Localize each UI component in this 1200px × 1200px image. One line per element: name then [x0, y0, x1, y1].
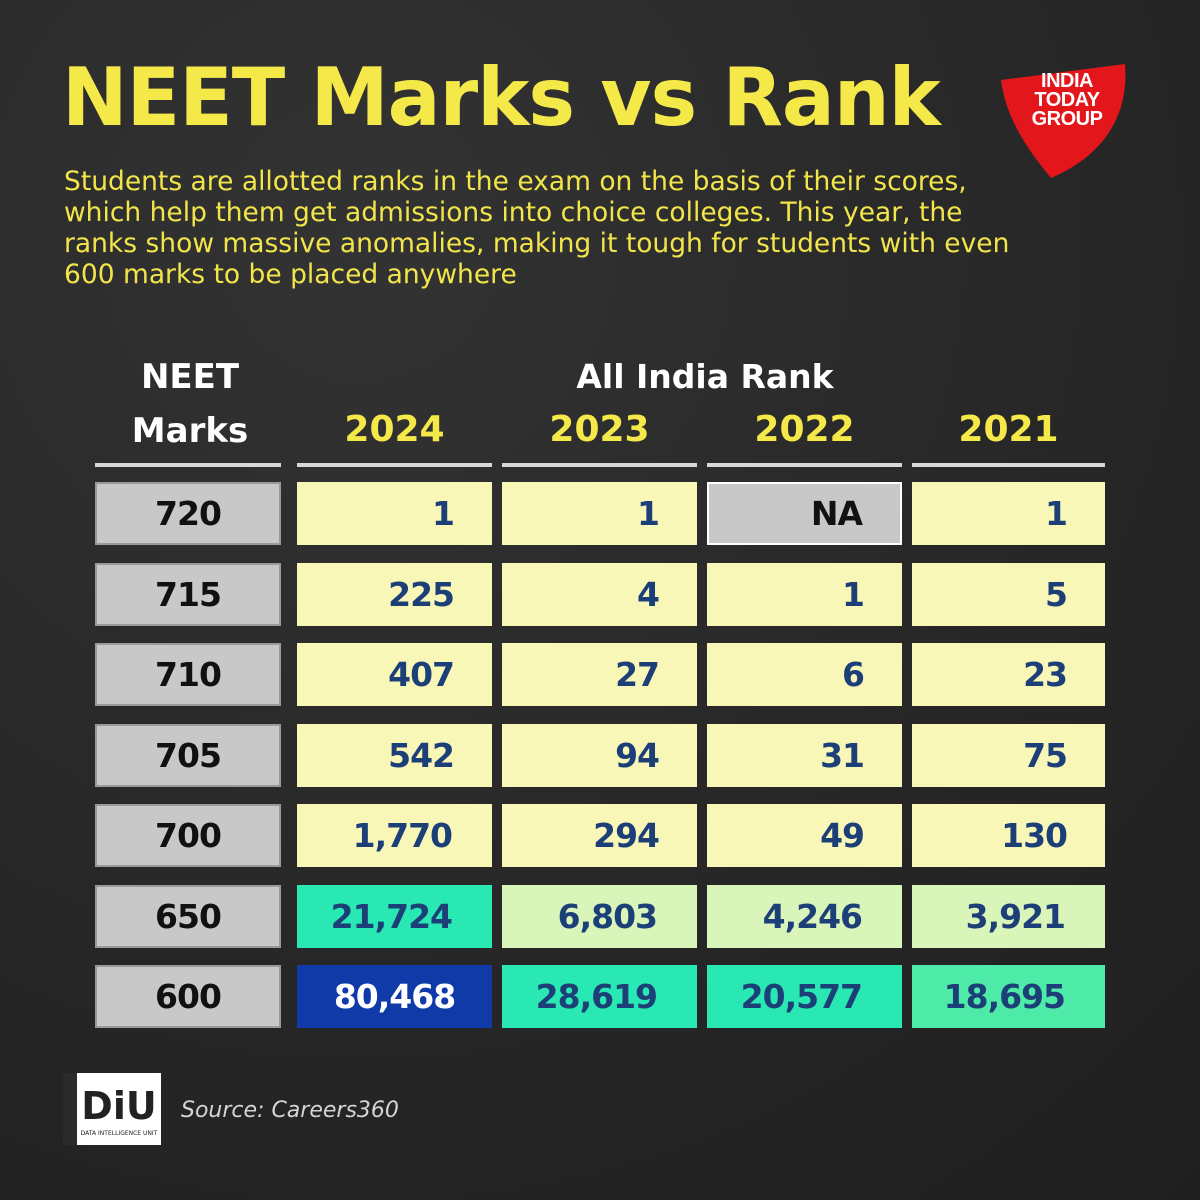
rank-cell-720-2022: NA [707, 482, 902, 545]
source-note: Source: Careers360 [181, 1098, 399, 1123]
header-underline [707, 463, 902, 467]
rank-cell-600-2023: 28,619 [502, 965, 697, 1028]
marks-cell-600: 600 [95, 965, 281, 1028]
rank-cell-705-2023: 94 [502, 723, 697, 787]
marks-cell-705: 705 [95, 723, 281, 787]
logo-line-1: INDIA [1041, 70, 1093, 92]
header-underline [912, 463, 1105, 467]
india-today-logo: INDIA TODAY GROUP [997, 62, 1131, 180]
marks-cell-715: 715 [95, 562, 281, 626]
rank-cell-705-2024: 542 [297, 723, 492, 787]
rank-cell-715-2022: 1 [707, 562, 902, 626]
rank-cell-720-2023: 1 [502, 482, 697, 545]
subtitle: Students are allotted ranks in the exam … [64, 166, 1010, 290]
rank-cell-710-2021: 23 [912, 643, 1105, 706]
rank-cell-600-2024: 80,468 [297, 965, 492, 1028]
year-header-2024: 2024 [344, 409, 445, 450]
marks-cell-650: 650 [95, 884, 281, 948]
rank-cell-600-2021: 18,695 [912, 965, 1105, 1028]
header-underline [502, 463, 697, 467]
year-header-2021: 2021 [958, 409, 1059, 450]
marks-header-line2: Marks [131, 411, 249, 451]
marks-cell-700: 700 [95, 804, 281, 867]
logo-shield-icon [1001, 64, 1126, 178]
diu-logo: DiU DATA INTELLIGENCE UNIT [63, 1073, 161, 1145]
marks-cell-720: 720 [95, 482, 281, 545]
page-title: NEET Marks vs Rank [62, 51, 941, 144]
diu-logo-sub: DATA INTELLIGENCE UNIT [81, 1130, 158, 1137]
rank-cell-705-2021: 75 [912, 723, 1105, 787]
rank-cell-720-2021: 1 [912, 482, 1105, 545]
rank-cell-715-2024: 225 [297, 562, 492, 626]
rank-cell-700-2022: 49 [707, 804, 902, 867]
year-header-2023: 2023 [549, 409, 650, 450]
header-underline [95, 463, 281, 467]
rank-cell-600-2022: 20,577 [707, 965, 902, 1028]
rank-cell-715-2021: 5 [912, 562, 1105, 626]
rank-cell-710-2023: 27 [502, 643, 697, 706]
rank-cell-700-2024: 1,770 [297, 804, 492, 867]
year-header-2022: 2022 [754, 409, 855, 450]
rank-cell-710-2024: 407 [297, 643, 492, 706]
rank-group-header: All India Rank [576, 357, 834, 396]
rank-cell-650-2021: 3,921 [912, 884, 1105, 948]
rank-cell-710-2022: 6 [707, 643, 902, 706]
marks-header-line1: NEET [140, 357, 240, 397]
rank-cell-705-2022: 31 [707, 723, 902, 787]
logo-line-2: TODAY [1034, 89, 1100, 111]
header-underline [297, 463, 492, 467]
rank-cell-700-2023: 294 [502, 804, 697, 867]
marks-cell-710: 710 [95, 643, 281, 706]
rank-cell-720-2024: 1 [297, 482, 492, 545]
diu-logo-text: DiU [81, 1084, 156, 1128]
rank-cell-715-2023: 4 [502, 562, 697, 626]
rank-cell-650-2023: 6,803 [502, 884, 697, 948]
logo-line-3: GROUP [1031, 108, 1103, 130]
rank-cell-700-2021: 130 [912, 804, 1105, 867]
rank-cell-650-2024: 21,724 [297, 884, 492, 948]
rank-cell-650-2022: 4,246 [707, 884, 902, 948]
